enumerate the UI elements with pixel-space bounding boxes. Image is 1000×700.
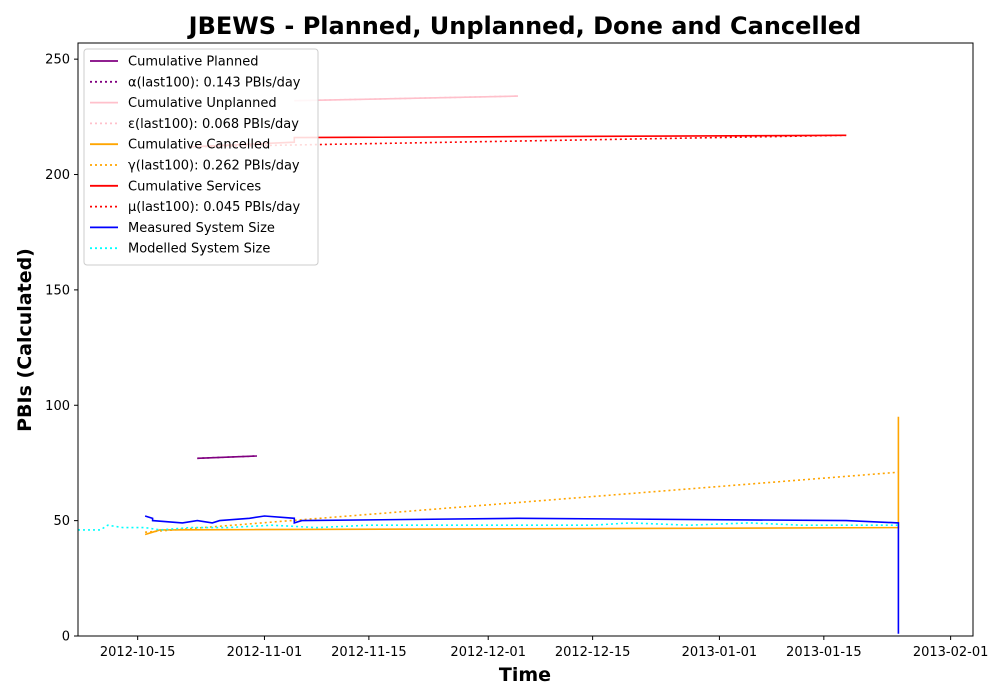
legend-label-series-1: Cumulative Planned — [128, 55, 258, 70]
x-tick-label: 2012-11-15 — [331, 645, 407, 660]
series-9-line — [144, 515, 900, 634]
x-tick-label: 2012-12-15 — [555, 645, 631, 660]
y-axis: 0 50 100 150 200 250 — [45, 53, 78, 645]
legend-label-series-2: α(last100): 0.143 PBIs/day — [128, 75, 301, 90]
x-tick-label: 2013-01-15 — [786, 645, 862, 660]
legend-box — [83, 48, 319, 266]
legend-label-series-7: Cumulative Services — [128, 179, 261, 194]
y-tick-label: 250 — [45, 53, 70, 68]
x-tick-label: 2013-01-01 — [682, 645, 758, 660]
chart-title: JBEWS - Planned, Unplanned, Done and Can… — [187, 12, 862, 40]
plot-area-frame — [77, 42, 974, 637]
legend-label-series-9: Measured System Size — [128, 221, 275, 236]
legend-label-series-10: Modelled System Size — [128, 242, 270, 257]
y-tick-label: 100 — [45, 399, 70, 414]
x-tick-label: 2012-11-01 — [227, 645, 303, 660]
y-axis-label: PBIs (Calculated) — [14, 248, 36, 432]
y-tick-label: 0 — [62, 630, 70, 645]
legend-label-series-6: γ(last100): 0.262 PBIs/day — [128, 159, 300, 174]
x-axis-label: Time — [499, 664, 551, 686]
series-1-line — [197, 455, 258, 460]
series-4-line — [294, 95, 519, 102]
legend-label-series-4: ε(last100): 0.068 PBIs/day — [128, 117, 299, 132]
x-axis: 2012-10-15 2012-11-01 2012-11-15 2012-12-01… — [100, 636, 989, 660]
y-tick-label: 50 — [53, 514, 70, 529]
y-tick-label: 200 — [45, 168, 70, 183]
y-tick-label: 150 — [45, 283, 70, 298]
legend-label-series-8: μ(last100): 0.045 PBIs/day — [128, 200, 300, 215]
x-tick-label: 2012-12-01 — [450, 645, 526, 660]
legend-label-series-5: Cumulative Cancelled — [128, 138, 270, 153]
x-tick-label: 2013-02-01 — [913, 645, 989, 660]
chart-legend: Cumulative Planned α(last100): 0.143 PBIs… — [83, 48, 319, 266]
series-5-line — [144, 416, 900, 536]
legend-label-series-3: Cumulative Unplanned — [128, 96, 277, 111]
series-6-line — [145, 471, 899, 533]
x-tick-label: 2012-10-15 — [100, 645, 176, 660]
